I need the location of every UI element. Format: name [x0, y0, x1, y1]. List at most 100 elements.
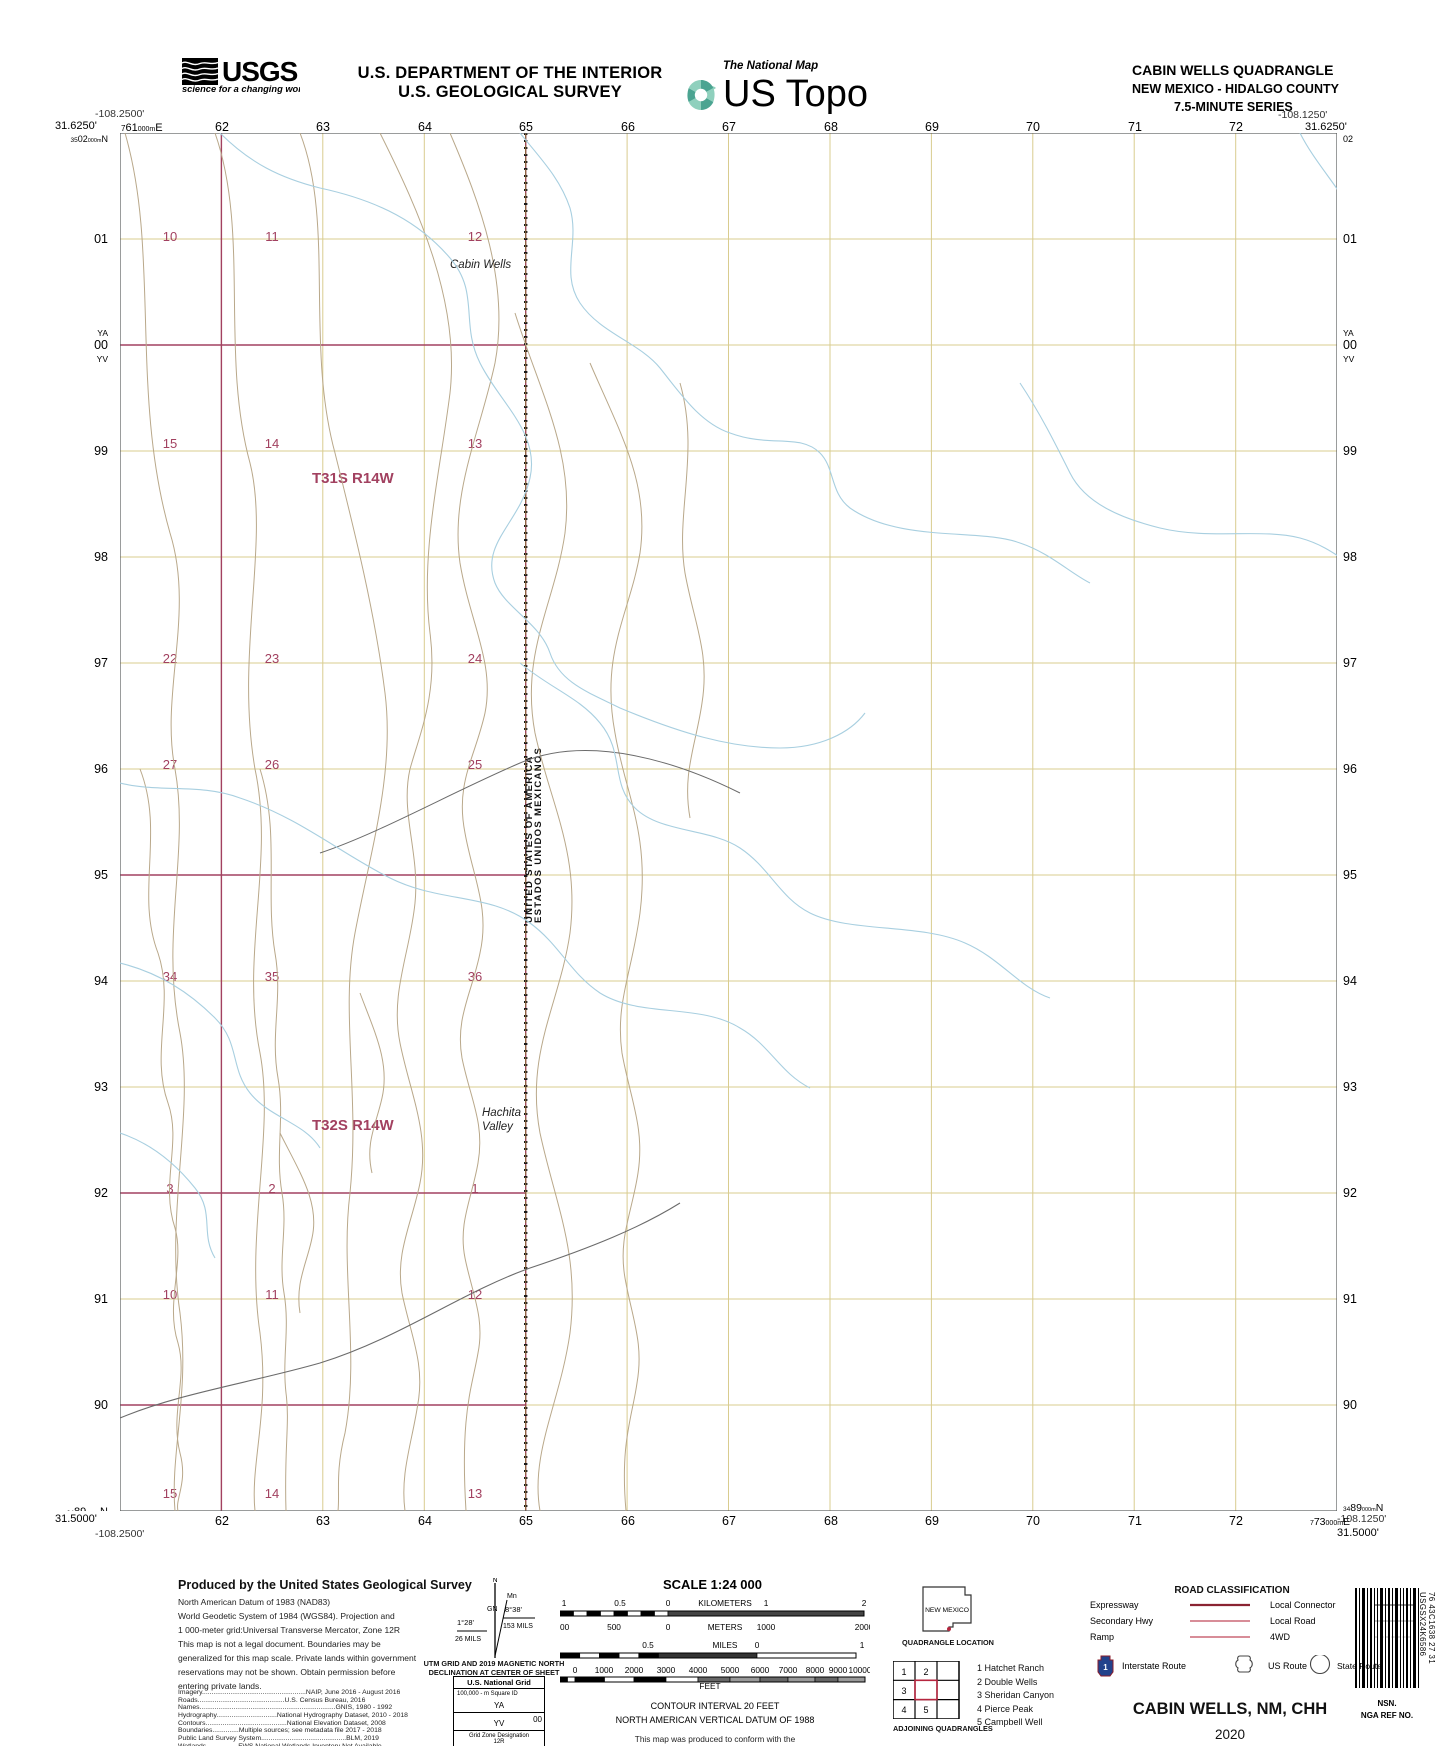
- svg-text:64: 64: [418, 1514, 432, 1528]
- svg-text:23: 23: [265, 651, 279, 666]
- svg-text:34: 34: [163, 969, 177, 984]
- svg-text:14: 14: [265, 1486, 279, 1501]
- svg-text:26 MILS: 26 MILS: [455, 1636, 481, 1643]
- svg-text:95: 95: [94, 868, 108, 882]
- svg-text:65: 65: [519, 1514, 533, 1528]
- svg-text:99: 99: [94, 444, 108, 458]
- svg-text:2: 2: [923, 1667, 928, 1677]
- svg-text:98: 98: [1343, 550, 1357, 564]
- svg-text:00: 00: [1343, 338, 1357, 352]
- svg-text:Hachita: Hachita: [482, 1107, 521, 1119]
- svg-text:7000: 7000: [779, 1665, 798, 1675]
- svg-text:13: 13: [468, 1486, 482, 1501]
- svg-text:69: 69: [925, 120, 939, 134]
- svg-text:63: 63: [316, 1514, 330, 1528]
- svg-text:66: 66: [621, 1514, 635, 1528]
- svg-text:94: 94: [94, 974, 108, 988]
- svg-text:26: 26: [265, 757, 279, 772]
- svg-text:71: 71: [1128, 1514, 1142, 1528]
- svg-text:0: 0: [666, 1622, 671, 1632]
- svg-text:90: 90: [1343, 1398, 1357, 1412]
- svg-text:24: 24: [468, 651, 482, 666]
- svg-text:2: 2: [268, 1181, 275, 1196]
- svg-text:92: 92: [1343, 1186, 1357, 1200]
- svg-text:YA: YA: [1343, 328, 1354, 338]
- svg-text:96: 96: [94, 762, 108, 776]
- svg-text:2000: 2000: [625, 1665, 644, 1675]
- svg-text:5000: 5000: [721, 1665, 740, 1675]
- svg-text:1: 1: [860, 1640, 865, 1650]
- svg-text:4WD: 4WD: [1270, 1632, 1291, 1642]
- svg-text:94: 94: [1343, 974, 1357, 988]
- svg-text:153 MILS: 153 MILS: [503, 1623, 533, 1630]
- svg-text:92: 92: [94, 1186, 108, 1200]
- svg-text:10000: 10000: [848, 1665, 870, 1675]
- svg-text:68: 68: [824, 120, 838, 134]
- svg-text:95: 95: [1343, 868, 1357, 882]
- svg-text:Local Road: Local Road: [1270, 1616, 1316, 1626]
- svg-text:0: 0: [573, 1665, 578, 1675]
- svg-text:70: 70: [1026, 1514, 1040, 1528]
- svg-text:3489000mN: 3489000mN: [67, 1506, 108, 1511]
- svg-text:Mn: Mn: [507, 1593, 517, 1600]
- svg-text:1: 1: [764, 1598, 769, 1608]
- svg-text:5: 5: [923, 1705, 928, 1715]
- svg-text:USGS: USGS: [222, 58, 298, 87]
- svg-text:4: 4: [901, 1705, 906, 1715]
- svg-text:Local Connector: Local Connector: [1270, 1600, 1336, 1610]
- svg-text:YV: YV: [1343, 354, 1355, 364]
- svg-text:T31S R14W: T31S R14W: [312, 470, 395, 487]
- svg-text:3000: 3000: [657, 1665, 676, 1675]
- svg-text:9000: 9000: [829, 1665, 848, 1675]
- svg-text:0: 0: [755, 1640, 760, 1650]
- svg-text:99: 99: [1343, 444, 1357, 458]
- svg-text:67: 67: [722, 1514, 736, 1528]
- svg-text:90: 90: [94, 1398, 108, 1412]
- svg-text:00: 00: [94, 338, 108, 352]
- svg-text:US Route: US Route: [1268, 1661, 1307, 1671]
- svg-text:GN: GN: [487, 1606, 498, 1613]
- svg-text:ESTADOS UNIDOS MEXICANOS: ESTADOS UNIDOS MEXICANOS: [533, 747, 544, 923]
- svg-text:MILES: MILES: [713, 1640, 738, 1650]
- svg-text:1: 1: [562, 1598, 567, 1608]
- svg-text:62: 62: [215, 120, 229, 134]
- svg-text:773000mE: 773000mE: [1310, 1516, 1350, 1528]
- svg-text:Expressway: Expressway: [1090, 1600, 1139, 1610]
- svg-text:02: 02: [1343, 134, 1353, 144]
- svg-text:NEW MEXICO: NEW MEXICO: [925, 1607, 969, 1614]
- svg-text:1: 1: [901, 1667, 906, 1677]
- svg-text:66: 66: [621, 120, 635, 134]
- svg-text:1000: 1000: [560, 1622, 570, 1632]
- svg-text:2000: 2000: [855, 1622, 870, 1632]
- svg-text:2: 2: [862, 1598, 867, 1608]
- svg-text:93: 93: [94, 1080, 108, 1094]
- svg-text:Cabin Wells: Cabin Wells: [450, 259, 511, 271]
- svg-text:8°38': 8°38': [505, 1605, 523, 1614]
- svg-text:3502000mN: 3502000mN: [70, 134, 108, 144]
- svg-text:91: 91: [1343, 1292, 1357, 1306]
- svg-text:Ramp: Ramp: [1090, 1632, 1114, 1642]
- svg-text:500: 500: [607, 1622, 621, 1632]
- svg-text:4000: 4000: [689, 1665, 708, 1675]
- svg-text:Valley: Valley: [482, 1121, 514, 1133]
- svg-text:72: 72: [1229, 1514, 1243, 1528]
- svg-text:NSN.: NSN.: [1377, 1699, 1396, 1708]
- svg-text:10: 10: [163, 229, 177, 244]
- svg-text:KILOMETERS: KILOMETERS: [698, 1598, 752, 1608]
- svg-text:8000: 8000: [806, 1665, 825, 1675]
- svg-text:YA: YA: [97, 328, 108, 338]
- svg-text:N: N: [492, 1578, 497, 1584]
- svg-text:1000: 1000: [757, 1622, 776, 1632]
- svg-text:01: 01: [94, 232, 108, 246]
- svg-text:15: 15: [163, 1486, 177, 1501]
- svg-text:12: 12: [468, 229, 482, 244]
- svg-text:96: 96: [1343, 762, 1357, 776]
- svg-text:69: 69: [925, 1514, 939, 1528]
- svg-text:01: 01: [1343, 232, 1357, 246]
- svg-text:63: 63: [316, 120, 330, 134]
- svg-text:NGA REF NO.: NGA REF NO.: [1361, 1711, 1413, 1720]
- svg-text:68: 68: [824, 1514, 838, 1528]
- svg-text:1°28': 1°28': [457, 1618, 475, 1627]
- svg-text:15: 15: [163, 436, 177, 451]
- svg-text:14: 14: [265, 436, 279, 451]
